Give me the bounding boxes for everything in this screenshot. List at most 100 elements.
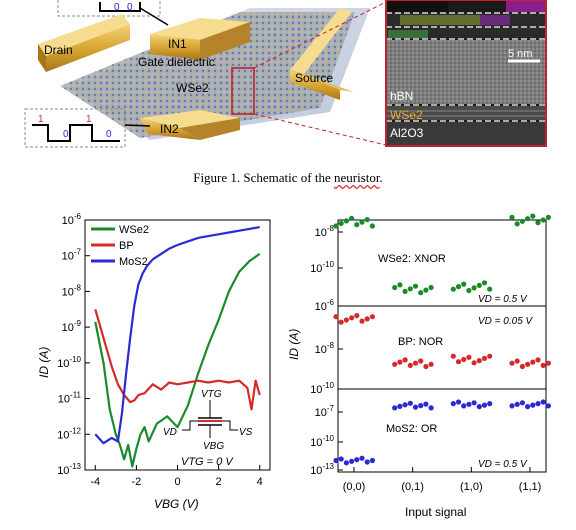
- data-point: [514, 401, 520, 407]
- data-point: [471, 360, 477, 366]
- data-point: [530, 402, 536, 408]
- right-ylabel: ID (A): [287, 329, 301, 360]
- waveform-box-top: [57, 0, 161, 17]
- data-point: [359, 318, 365, 324]
- data-point: [418, 358, 424, 364]
- data-point: [545, 403, 552, 409]
- data-point: [407, 400, 413, 406]
- data-point: [392, 405, 398, 411]
- right-y-tick-label: 10-8: [315, 341, 335, 356]
- data-point: [423, 363, 429, 370]
- waveform-top-pointer: [139, 7, 169, 26]
- waveform-bottom-label-1: 1: [38, 114, 44, 125]
- in2-gate: [140, 118, 200, 140]
- data-point: [418, 290, 424, 296]
- data-point: [359, 219, 365, 225]
- data-point: [450, 353, 456, 359]
- data-point: [487, 286, 493, 292]
- data-point: [450, 401, 456, 407]
- data-point: [476, 358, 482, 364]
- drain-electrode: [46, 24, 130, 72]
- waveform-top-label-1: 0: [114, 2, 120, 13]
- category-label: (0,0): [343, 481, 366, 493]
- data-point: [402, 402, 408, 408]
- waveform-bottom: [32, 124, 120, 142]
- figure-caption: Figure 1. Schematic of the neuristor.: [0, 170, 576, 186]
- x-tick-label: -4: [90, 476, 100, 488]
- data-point: [412, 404, 419, 410]
- data-point: [338, 220, 344, 226]
- waveform-box-bottom: [24, 108, 126, 148]
- data-point: [530, 359, 536, 365]
- data-point: [412, 360, 419, 366]
- y-tick-label: 10-9: [62, 319, 82, 334]
- tem-layer-al2o3: Al2O3: [390, 126, 424, 140]
- data-point: [369, 314, 375, 320]
- data-point: [487, 401, 493, 407]
- x-tick-label: 2: [216, 476, 222, 488]
- y-tick-label: 10-7: [62, 248, 82, 263]
- data-point: [540, 399, 546, 405]
- data-point: [455, 284, 462, 290]
- series-line-bp: [94, 308, 261, 411]
- callout-box: [231, 67, 255, 115]
- data-point: [333, 223, 339, 229]
- data-point: [461, 281, 467, 287]
- data-point: [509, 403, 515, 409]
- data-point: [369, 457, 375, 464]
- data-point: [519, 400, 526, 406]
- data-point: [402, 288, 408, 294]
- right-y-tick-label: 10-6: [315, 298, 335, 313]
- callout-line-bottom: [253, 113, 387, 146]
- inset-label-vbg: VBG: [203, 441, 224, 452]
- data-point: [423, 287, 429, 293]
- data-point: [540, 362, 546, 368]
- data-point: [354, 457, 360, 463]
- data-point: [481, 402, 488, 408]
- data-point: [540, 217, 546, 223]
- waveform-top-label-2: 0: [127, 2, 133, 13]
- inset-transistor-symbol: VTG VD VS VBG: [163, 389, 253, 452]
- data-point: [423, 401, 429, 407]
- waveform-bottom-label-4: 0: [106, 129, 112, 140]
- data-point: [402, 357, 408, 363]
- data-point: [428, 361, 434, 367]
- panel-bias-bp: VD = 0.05 V: [478, 316, 534, 327]
- right-points-group: [333, 213, 552, 466]
- panel-bias-wse2: VD = 0.5 V: [478, 294, 528, 305]
- data-point: [519, 218, 526, 224]
- data-point: [476, 282, 482, 288]
- data-point: [545, 214, 552, 220]
- data-point: [343, 218, 349, 224]
- tem-layer-hbn: hBN: [390, 89, 413, 103]
- data-point: [466, 287, 472, 294]
- inset-label-vd: VD: [163, 427, 177, 438]
- data-point: [349, 315, 355, 321]
- waveform-top: [99, 2, 141, 12]
- right-plot-frame: [337, 219, 547, 473]
- panel-label-mos2: MoS2: OR: [386, 423, 437, 435]
- data-point: [369, 223, 375, 229]
- data-point: [349, 215, 355, 221]
- gate-dielectric-label: Gate dielectric: [138, 55, 215, 69]
- inset-label-vtg: VTG: [201, 389, 222, 400]
- tem-hbn-region: [386, 40, 546, 104]
- data-point: [412, 283, 419, 289]
- data-point: [428, 284, 434, 291]
- panel-label-bp: BP: NOR: [398, 336, 443, 348]
- data-point: [514, 221, 520, 227]
- data-point: [509, 360, 515, 366]
- right-y-tick-label: 10-10: [310, 434, 334, 449]
- data-point: [333, 314, 339, 320]
- data-point: [535, 220, 541, 226]
- category-label: (0,1): [401, 481, 424, 493]
- data-point: [338, 456, 344, 462]
- data-point: [545, 360, 552, 366]
- in1-gate: [150, 34, 200, 60]
- right-y-tick-label: 10-13: [310, 462, 334, 477]
- inset-label-vs: VS: [239, 427, 253, 438]
- right-xlabel: Input signal: [405, 505, 466, 519]
- right-y-tick-label: 10-10: [310, 260, 334, 275]
- data-point: [392, 284, 398, 291]
- data-point: [530, 213, 536, 219]
